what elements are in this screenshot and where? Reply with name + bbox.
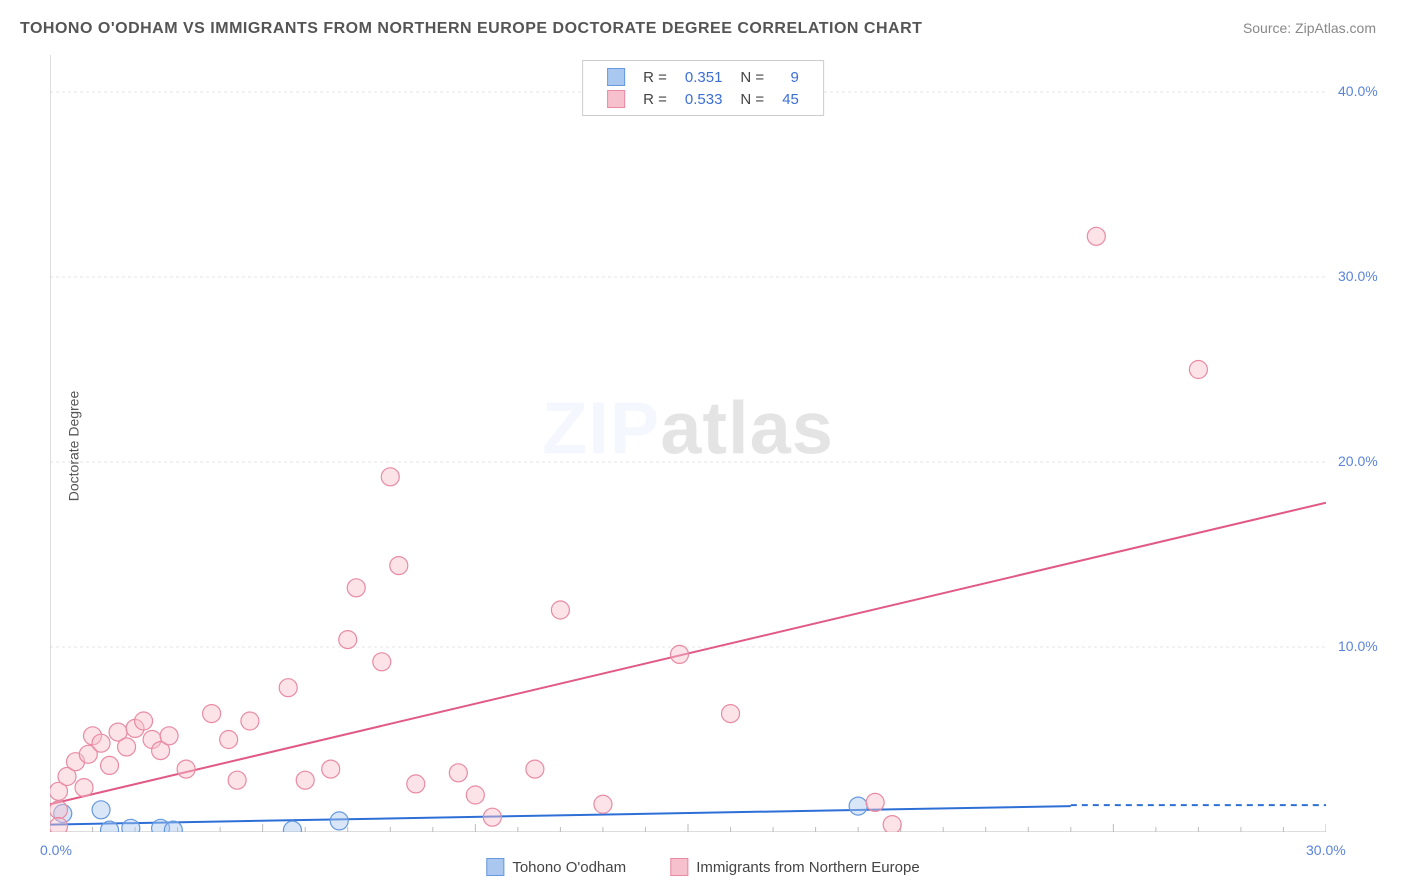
n-label: N = [732,67,772,87]
legend-item: Tohono O'odham [486,858,626,876]
y-tick-label: 10.0% [1338,638,1378,654]
r-label: R = [635,67,675,87]
y-tick-label: 40.0% [1338,83,1378,99]
y-tick-label: 30.0% [1338,268,1378,284]
chart-title: TOHONO O'ODHAM VS IMMIGRANTS FROM NORTHE… [20,20,922,38]
x-tick-label: 0.0% [40,842,72,858]
legend-swatch-icon [486,858,504,876]
n-value: 9 [774,67,807,87]
series-legend: Tohono O'odham Immigrants from Northern … [466,858,939,880]
legend-label: Tohono O'odham [512,859,626,876]
x-tick-label: 30.0% [1306,842,1346,858]
legend-item: Immigrants from Northern Europe [670,858,919,876]
r-value: 0.533 [677,89,731,109]
correlation-legend: R = 0.351 N = 9 R = 0.533 N = 45 [582,60,824,116]
legend-row: R = 0.533 N = 45 [599,89,807,109]
n-value: 45 [774,89,807,109]
legend-label: Immigrants from Northern Europe [696,859,919,876]
y-tick-label: 20.0% [1338,453,1378,469]
r-value: 0.351 [677,67,731,87]
plot-area: ZIPatlas [50,55,1326,832]
legend-swatch-icon [607,68,625,86]
legend-swatch-icon [670,858,688,876]
legend-swatch-icon [607,90,625,108]
r-label: R = [635,89,675,109]
n-label: N = [732,89,772,109]
source-label: Source: ZipAtlas.com [1243,20,1376,36]
scatter-plot-svg [50,55,1326,832]
legend-row: R = 0.351 N = 9 [599,67,807,87]
chart-container: TOHONO O'ODHAM VS IMMIGRANTS FROM NORTHE… [0,0,1406,892]
